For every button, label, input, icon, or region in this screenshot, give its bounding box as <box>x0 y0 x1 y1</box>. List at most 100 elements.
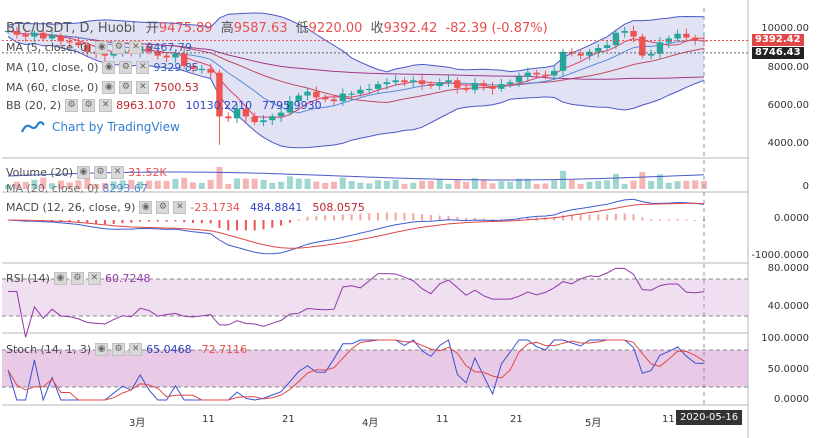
ma10-label: MA (10, close, 0) <box>6 61 99 74</box>
macd-histogram-bar <box>385 212 388 221</box>
macd-histogram-bar <box>324 215 327 221</box>
close-icon[interactable]: ✕ <box>129 343 143 356</box>
candle-body <box>75 42 82 46</box>
close-icon[interactable]: ✕ <box>129 41 143 54</box>
legend-bb[interactable]: BB (20, 2) ⚙ ⚙ ✕ 8963.1070 10130.2210 77… <box>6 99 322 112</box>
volume-bar <box>216 167 223 189</box>
volume-bar <box>392 179 399 189</box>
settings-icon[interactable]: ⚙ <box>94 166 107 179</box>
volume-bar <box>198 183 205 189</box>
macd-histogram-bar <box>253 220 256 231</box>
rsi-value: 60.7248 <box>104 272 151 285</box>
volume-bar <box>348 181 355 189</box>
legend-stoch[interactable]: Stoch (14, 1, 3) ◉ ⚙ ✕ 65.0468 72.7116 <box>6 343 247 356</box>
settings-icon[interactable]: ⚙ <box>70 272 84 285</box>
symbol-header: BTC/USDT, D, Huobi 开9475.89 高9587.63 低92… <box>6 17 548 36</box>
macd-histogram-bar <box>68 220 71 223</box>
eye-icon[interactable]: ◉ <box>53 272 67 285</box>
macd-histogram-bar <box>553 217 556 221</box>
volume-bar <box>330 181 337 189</box>
macd-histogram-bar <box>412 213 415 221</box>
candle-body <box>498 84 505 89</box>
volume-bar <box>639 171 646 189</box>
macd-histogram-bar <box>77 220 80 223</box>
macd-histogram-bar <box>491 219 494 221</box>
eye-icon[interactable]: ◉ <box>102 61 116 74</box>
macd-histogram-bar <box>562 215 565 221</box>
settings-icon[interactable]: ⚙ <box>65 99 79 112</box>
eye-icon[interactable]: ◉ <box>95 343 109 356</box>
volume-bar <box>172 178 179 189</box>
eye-icon[interactable]: ◉ <box>77 166 90 179</box>
volume-bar <box>515 178 522 189</box>
macd-histogram-bar <box>473 218 476 221</box>
legend-rsi[interactable]: RSI (14) ◉ ⚙ ✕ 60.7248 <box>6 272 150 285</box>
settings-icon[interactable]: ⚙ <box>119 81 133 94</box>
legend-macd[interactable]: MACD (12, 26, close, 9) ◉ ⚙ ✕ -23.1734 4… <box>6 201 365 214</box>
candle-body <box>480 83 487 86</box>
eye-icon[interactable]: ◉ <box>102 81 116 94</box>
macd-histogram-bar <box>156 220 159 222</box>
legend-ma10[interactable]: MA (10, close, 0) ◉ ⚙ ✕ 9329.85 <box>6 61 199 74</box>
volume-bar <box>84 177 91 189</box>
macd-histogram-bar <box>341 214 344 221</box>
macd-histogram-bar <box>421 214 424 221</box>
candle-body <box>181 53 188 67</box>
low-value: 9220.00 <box>308 21 363 36</box>
legend-volume-ma[interactable]: MA (20, close, 0) 8293.67 <box>6 182 148 195</box>
legend-volume[interactable]: Volume (20) ◉ ⚙ ✕ 31.52K <box>6 166 167 179</box>
eye-icon[interactable]: ◉ <box>139 201 153 214</box>
close-icon[interactable]: ✕ <box>136 81 150 94</box>
macd-tick: 0.0000 <box>774 213 809 224</box>
close-icon[interactable]: ✕ <box>87 272 101 285</box>
macd-histogram-bar <box>244 220 247 231</box>
macd-histogram-bar <box>368 213 371 221</box>
macd-histogram-bar <box>174 220 177 222</box>
settings-icon[interactable]: ⚙ <box>82 99 96 112</box>
time-tick: 11 <box>436 414 449 425</box>
macd-histogram-bar <box>95 220 98 224</box>
close-icon[interactable]: ✕ <box>136 61 150 74</box>
open-label: 开 <box>145 21 159 36</box>
open-value: 9475.89 <box>158 21 213 36</box>
legend-ma60[interactable]: MA (60, close, 0) ◉ ⚙ ✕ 7500.53 <box>6 81 199 94</box>
settings-icon[interactable]: ⚙ <box>112 343 126 356</box>
volume-bar <box>163 180 170 189</box>
crosshair-date-badge: 2020-05-16 <box>676 410 743 425</box>
candle-body <box>57 35 65 42</box>
volume-bar <box>577 183 584 189</box>
candle-body <box>216 72 223 117</box>
settings-icon[interactable]: ⚙ <box>112 41 126 54</box>
volume-bar <box>269 182 276 189</box>
volume-bar <box>260 179 267 189</box>
legend-ma5[interactable]: MA (5, close, 0) ◉ ⚙ ✕ 9467.79 <box>6 41 192 54</box>
eye-icon[interactable]: ◉ <box>95 41 109 54</box>
macd-histogram-bar <box>447 215 450 221</box>
volume-bar <box>57 180 64 189</box>
volume-bar <box>190 182 197 189</box>
settings-icon[interactable]: ⚙ <box>119 61 133 74</box>
volume-bar <box>542 183 549 189</box>
close-icon[interactable]: ✕ <box>173 201 187 214</box>
settings-icon[interactable]: ⚙ <box>156 201 170 214</box>
macd-histogram-bar <box>200 220 203 224</box>
macd-histogram-bar <box>262 220 265 230</box>
candle-body <box>691 37 699 41</box>
macd-histogram-bar <box>112 220 115 224</box>
macd-signal-line <box>7 202 705 249</box>
volume-bar <box>22 181 29 189</box>
candle-body <box>603 45 611 48</box>
tradingview-branding[interactable]: Chart by TradingView <box>20 119 180 135</box>
close-icon[interactable]: ✕ <box>99 99 113 112</box>
candle-body <box>639 36 646 56</box>
candle-body <box>392 80 399 83</box>
macd-histogram-bar <box>218 220 221 228</box>
symbol-label: BTC/USDT, D, Huobi <box>6 21 136 36</box>
macd-signal-value: 508.0575 <box>312 201 365 214</box>
candle-body <box>163 55 170 58</box>
volume-bar <box>278 181 285 189</box>
close-icon[interactable]: ✕ <box>111 166 124 179</box>
macd-histogram-bar <box>288 220 291 223</box>
